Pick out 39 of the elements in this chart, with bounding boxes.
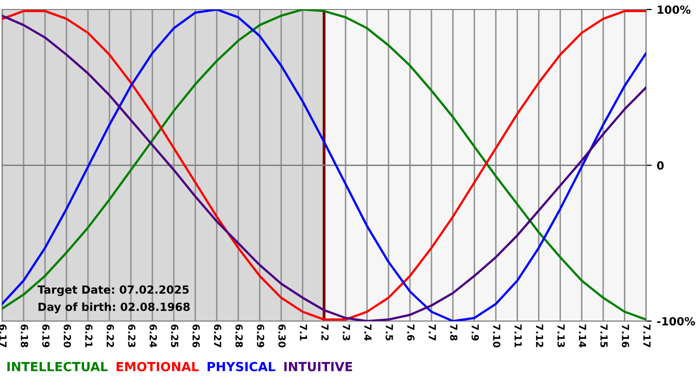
x-tick-label: 7.3 <box>342 324 350 340</box>
x-tick-label: 6.29 <box>256 324 264 348</box>
x-tick-label: 7.10 <box>493 324 500 348</box>
text: PHYSICAL <box>208 362 276 372</box>
x-tick-label: 6.26 <box>192 324 200 348</box>
x-tick-label: 7.9 <box>472 324 479 340</box>
text: EMOTIONAL <box>116 362 199 372</box>
x-tick-label: 6.27 <box>214 324 222 348</box>
x-tick-label: 6.20 <box>64 324 72 348</box>
x-tick-label: 7.5 <box>386 324 393 340</box>
x-tick-label: 6.30 <box>278 324 286 348</box>
x-tick-label: 6.28 <box>235 324 243 348</box>
x-tick-label: 6.19 <box>42 324 50 348</box>
text: INTELLECTUAL <box>7 362 108 372</box>
x-tick-label: 7.2 <box>321 324 329 340</box>
x-tick-label: 6.25 <box>171 324 178 348</box>
x-tick-label: 7.13 <box>557 324 565 348</box>
x-tick-label: 7.16 <box>622 324 630 348</box>
x-tick-label: 7.12 <box>536 324 544 348</box>
x-tick-label: 7.6 <box>407 324 414 341</box>
annotation: Day of birth: 02.08.1968 <box>38 302 190 314</box>
annotation: Target Date: 07.02.2025 <box>38 285 189 296</box>
x-tick-label: 7.17 <box>643 324 651 348</box>
text: INTUITIVE <box>284 362 352 372</box>
x-tick-label: 7.1 <box>300 324 308 340</box>
x-tick-label: 6.18 <box>20 324 28 348</box>
x-tick-label: 6.24 <box>150 324 157 348</box>
x-tick-label: 6.23 <box>128 324 136 348</box>
y-tick-label: -100% <box>657 317 696 326</box>
y-tick-label: 100% <box>658 5 690 14</box>
x-tick-label: 6.22 <box>106 324 114 348</box>
x-tick-label: 7.11 <box>514 324 522 348</box>
x-tick-label: 7.14 <box>579 324 586 348</box>
y-tick-label: 0 <box>657 161 664 170</box>
x-tick-label: 7.4 <box>364 324 372 341</box>
x-tick-label: 7.7 <box>428 324 436 340</box>
x-tick-label: 6.21 <box>85 324 92 348</box>
x-tick-label: 7.15 <box>600 324 608 348</box>
x-tick-label: 7.8 <box>450 324 458 340</box>
